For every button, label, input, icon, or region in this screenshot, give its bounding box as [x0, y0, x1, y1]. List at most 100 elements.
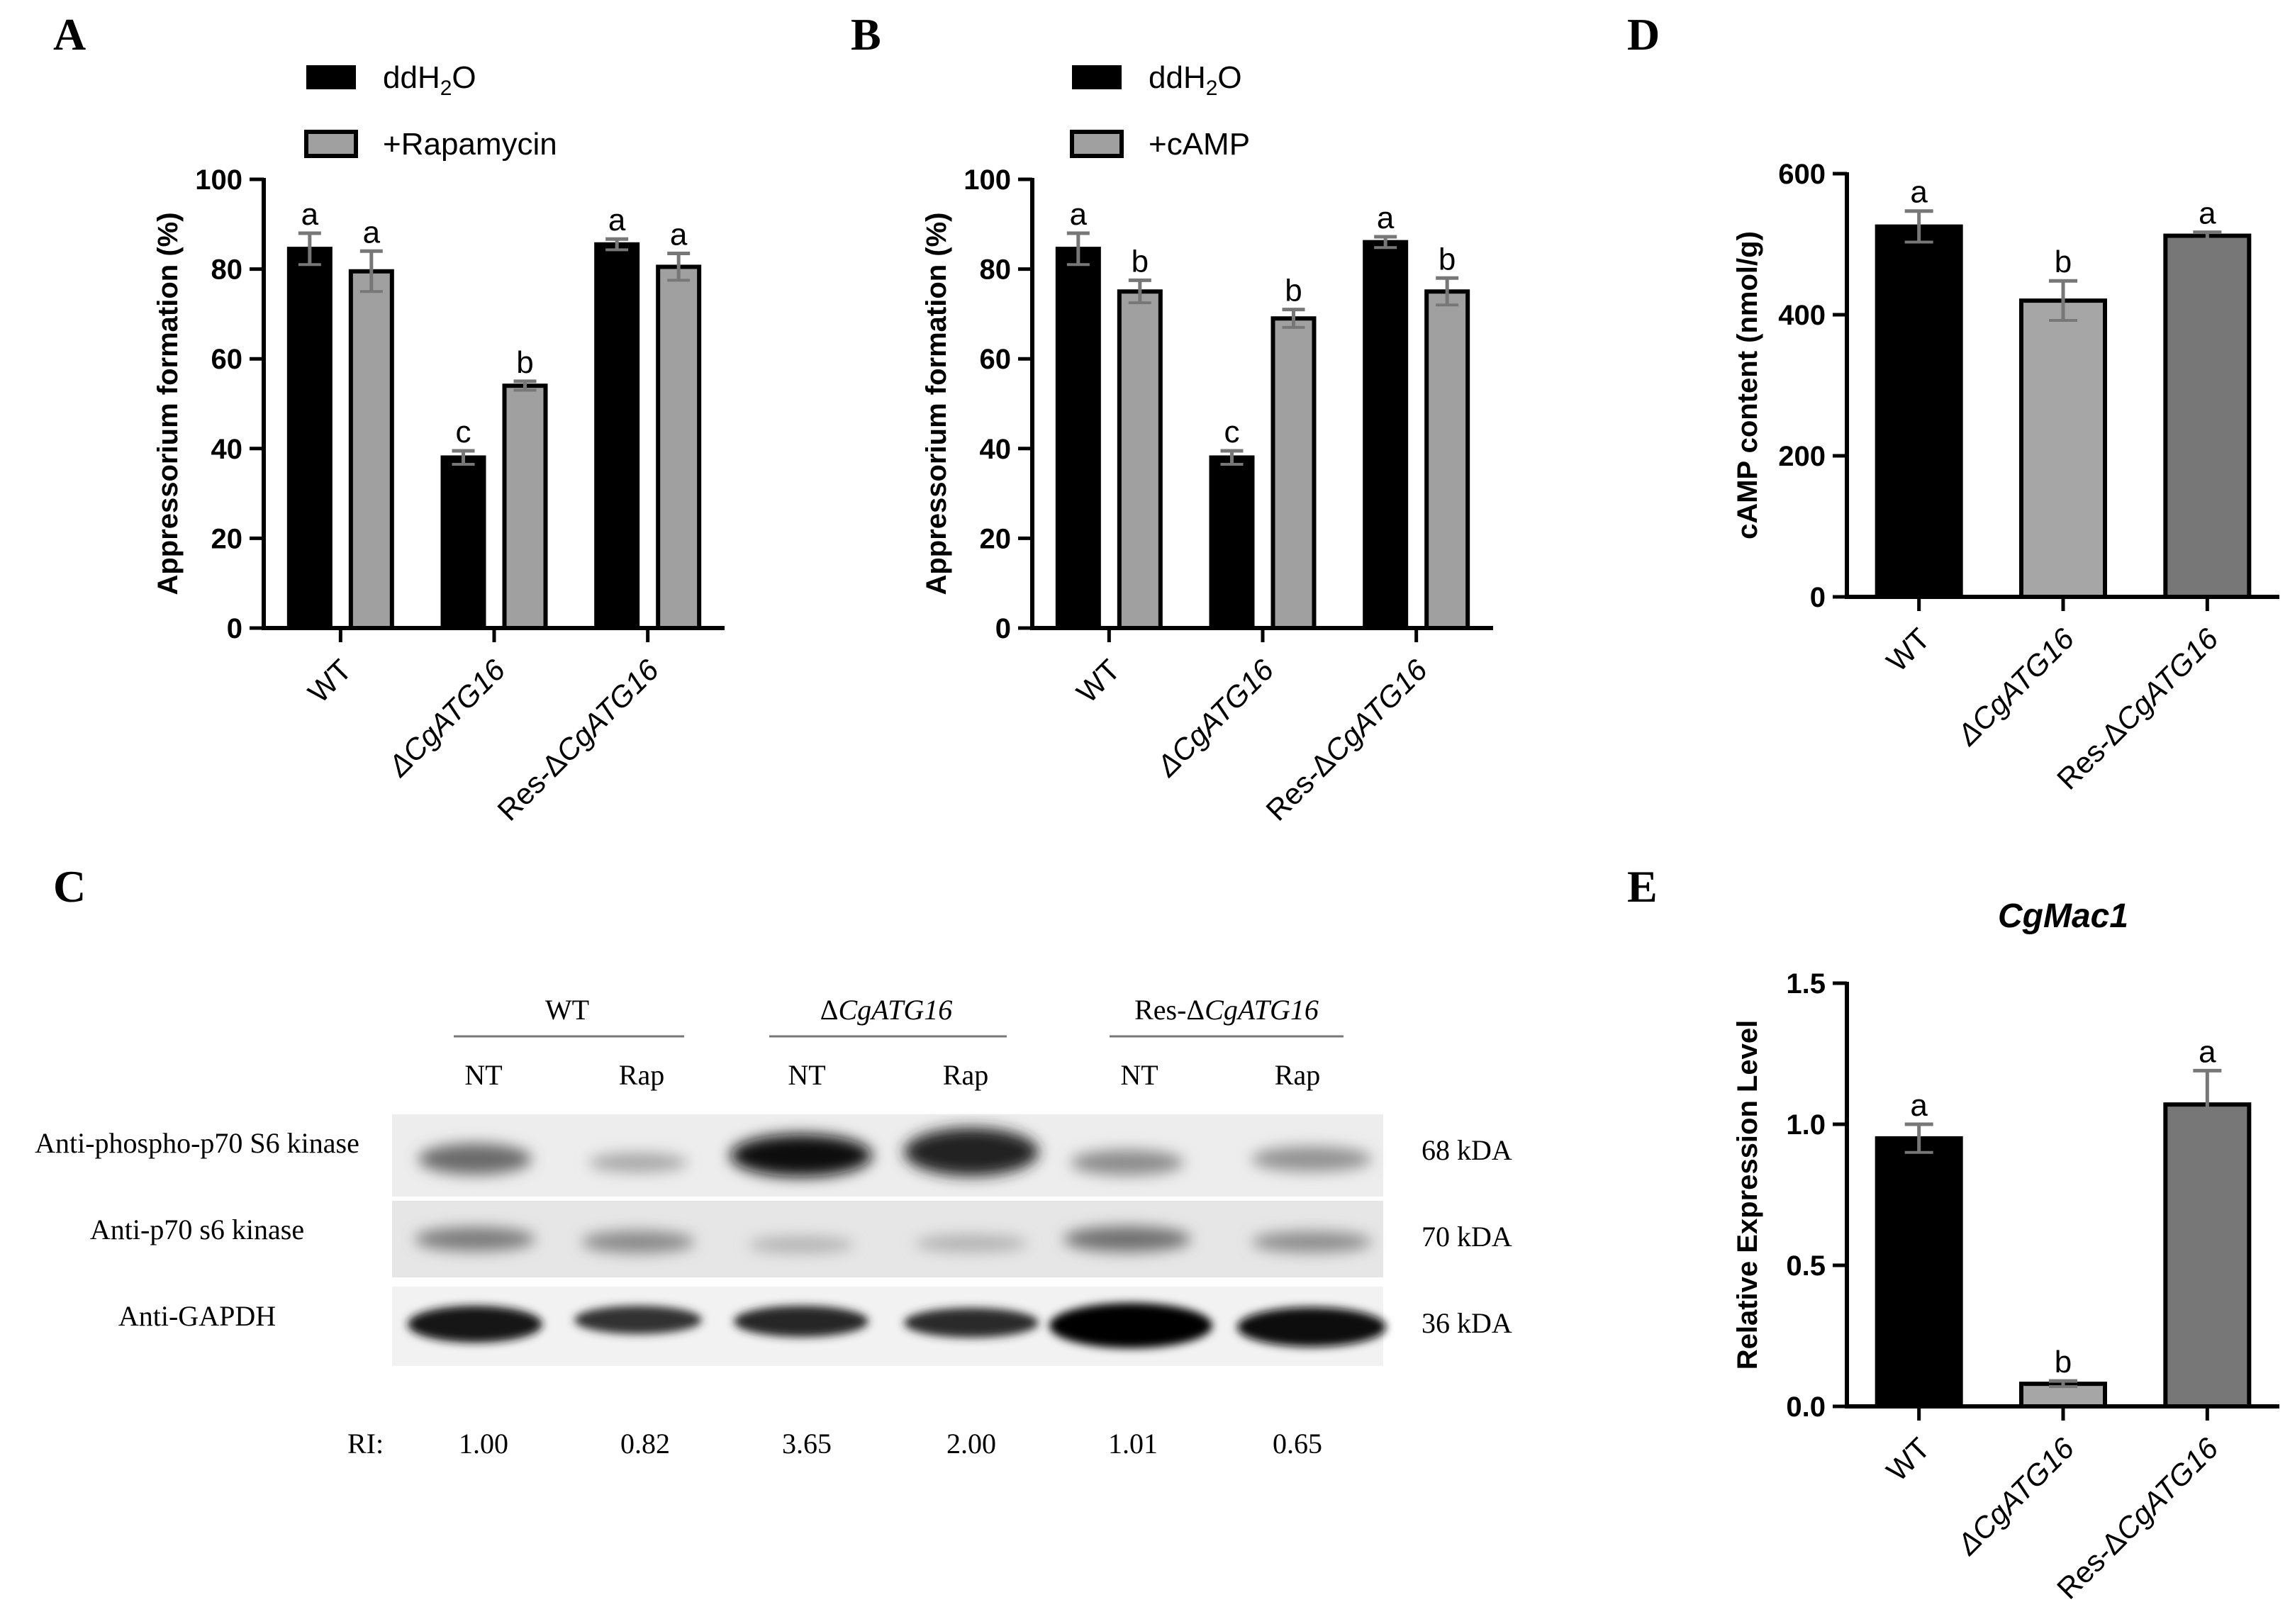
ri-value-5: 1.01	[1108, 1428, 1158, 1460]
blot-size-phospho: 68 kDA	[1422, 1134, 1512, 1166]
chart-b-sig-letter-0-0: a	[1070, 197, 1088, 232]
ri-value-3: 3.65	[782, 1428, 832, 1460]
chart-b-y-axis-label: Appressorium formation (%)	[921, 212, 952, 595]
chart-b-y-tick-label-5: 100	[964, 164, 1011, 196]
chart-b-y-tick-label-0: 0	[995, 613, 1011, 644]
legend-b-label-ddh2o: ddH2O	[1149, 60, 1242, 100]
chart-e-y-axis-label: Relative Expression Level	[1732, 1020, 1763, 1370]
chart-a-bar-0-1	[440, 455, 486, 631]
chart-b-sig-letter-1-0: b	[1132, 244, 1149, 279]
blot-strip-phospho	[392, 1114, 1383, 1197]
chart-d-bar-0-0	[1875, 224, 1963, 599]
chart-e-title: CgMac1	[1998, 897, 2128, 935]
band-p70-4	[915, 1235, 1028, 1252]
chart-d-y-tick-label-2: 400	[1778, 300, 1826, 331]
chart-d-y-axis-label: cAMP content (nmol/g)	[1732, 231, 1763, 539]
chart-a-y-tick-label-3: 60	[211, 344, 243, 375]
band-gapdh-3	[734, 1306, 868, 1337]
chart-d-y-tick-label-1: 200	[1778, 441, 1826, 472]
band-phospho-3	[730, 1134, 872, 1177]
chart-b-y-tick-label-3: 60	[980, 344, 1012, 375]
band-phospho-2	[588, 1153, 688, 1172]
panel-label-e: E	[1627, 861, 1658, 912]
chart-b-bar-0-2	[1363, 240, 1409, 630]
band-p70-1	[415, 1227, 535, 1251]
blot-group-wt: WT	[545, 994, 589, 1026]
chart-a-sig-letter-0-2: a	[608, 203, 626, 237]
blot-lane-5: NT	[1120, 1059, 1158, 1091]
chart-b-bar-1-1	[1270, 316, 1317, 630]
chart-a-bar-1-1	[502, 383, 548, 630]
panel-label-b: B	[851, 9, 881, 60]
chart-e-y-tick-label-3: 1.5	[1786, 968, 1826, 999]
chart-d-y-tick-label-0: 0	[1810, 582, 1826, 613]
chart-e-x-tick-label-1: ΔCgATG16	[1950, 1431, 2081, 1562]
chart-e-y-tick-label-1: 0.5	[1786, 1250, 1826, 1282]
chart-d-bar-0-1	[2019, 298, 2107, 599]
band-gapdh-5	[1049, 1303, 1212, 1348]
blot-row-label-gapdh: Anti-GAPDH	[118, 1300, 276, 1332]
chart-a-y-tick-label-5: 100	[195, 164, 242, 196]
blot-size-p70: 70 kDA	[1422, 1221, 1512, 1253]
chart-a-y-tick-label-0: 0	[227, 613, 242, 644]
legend-a: ddH2O +Rapamycin	[304, 60, 557, 162]
blot-strip-gapdh	[392, 1287, 1383, 1366]
band-phospho-6	[1251, 1146, 1372, 1172]
chart-b-y-tick-label-1: 20	[980, 523, 1012, 554]
legend-b-swatch-camp	[1070, 130, 1124, 158]
chart-a-sig-letter-1-1: b	[516, 345, 533, 380]
chart-d: 0 200 400 600 cAMP content (nmol/g) WT a ΔCgATG…	[1732, 159, 2279, 796]
band-phospho-4	[904, 1128, 1039, 1176]
chart-a-y-tick-label-4: 80	[211, 254, 243, 286]
chart-e-bar-0-2	[2163, 1102, 2252, 1409]
chart-b-bar-1-2	[1424, 289, 1470, 630]
band-phospho-5	[1071, 1150, 1184, 1175]
band-p70-2	[581, 1231, 695, 1253]
legend-b-swatch-ddh2o	[1072, 65, 1122, 89]
chart-e: 0.0 0.5 1.0 1.5 Relative Expression Level CgM…	[1732, 897, 2279, 1606]
ri-value-2: 0.82	[620, 1428, 670, 1460]
panel-label-c: C	[53, 861, 86, 912]
chart-a-x-tick-label-1: ΔCgATG16	[381, 653, 512, 783]
chart-e-y-tick-label-2: 1.0	[1786, 1109, 1826, 1141]
blot-lane-2: Rap	[619, 1059, 664, 1091]
chart-d-y-tick-label-3: 600	[1778, 159, 1826, 190]
blot-size-gapdh: 36 kDA	[1422, 1307, 1512, 1339]
chart-e-sig-letter-0-2: a	[2199, 1034, 2216, 1069]
chart-b-y-tick-label-2: 40	[980, 434, 1012, 465]
chart-a-y-tick-label-1: 20	[211, 523, 243, 554]
chart-b: 0 20 40 60 80 100 Appressorium formation (%) WT…	[921, 164, 1493, 827]
chart-d-sig-letter-0-2: a	[2199, 196, 2216, 231]
chart-b-sig-letter-1-1: b	[1285, 274, 1302, 308]
blot-lane-3: NT	[788, 1059, 825, 1091]
chart-b-x-tick-label-0: WT	[1070, 653, 1126, 709]
legend-b-label-camp: +cAMP	[1149, 127, 1250, 162]
legend-a-swatch-rapamycin	[304, 130, 358, 158]
legend-b: ddH2O +cAMP	[1070, 60, 1250, 162]
chart-d-sig-letter-0-1: b	[2055, 245, 2072, 279]
ri-label: RI:	[347, 1428, 384, 1460]
panel-label-a: A	[53, 9, 86, 60]
legend-a-label-ddh2o: ddH2O	[383, 60, 476, 100]
chart-b-bar-0-1	[1209, 455, 1255, 631]
ri-value-1: 1.00	[459, 1428, 508, 1460]
band-gapdh-2	[574, 1306, 702, 1334]
blot-group-mutant: ΔCgATG16	[820, 994, 953, 1026]
chart-e-y-tick-label-0: 0.0	[1786, 1391, 1826, 1423]
band-gapdh-6	[1237, 1307, 1386, 1347]
chart-a-bar-0-2	[594, 242, 640, 631]
chart-b-sig-letter-1-2: b	[1439, 242, 1456, 276]
chart-b-x-tick-label-1: ΔCgATG16	[1150, 653, 1280, 783]
chart-d-bar-0-2	[2163, 233, 2252, 599]
chart-a-bar-1-0	[348, 269, 394, 630]
chart-a-sig-letter-0-1: c	[456, 415, 471, 449]
legend-a-label-rapamycin: +Rapamycin	[383, 127, 557, 162]
blot-row-label-p70: Anti-p70 s6 kinase	[90, 1214, 304, 1245]
band-gapdh-1	[408, 1306, 542, 1343]
blot-lane-4: Rap	[943, 1059, 988, 1091]
chart-d-x-tick-label-1: ΔCgATG16	[1950, 622, 2081, 752]
band-p70-3	[748, 1236, 854, 1253]
chart-a-x-tick-label-0: WT	[301, 653, 357, 709]
ri-value-6: 0.65	[1273, 1428, 1322, 1460]
